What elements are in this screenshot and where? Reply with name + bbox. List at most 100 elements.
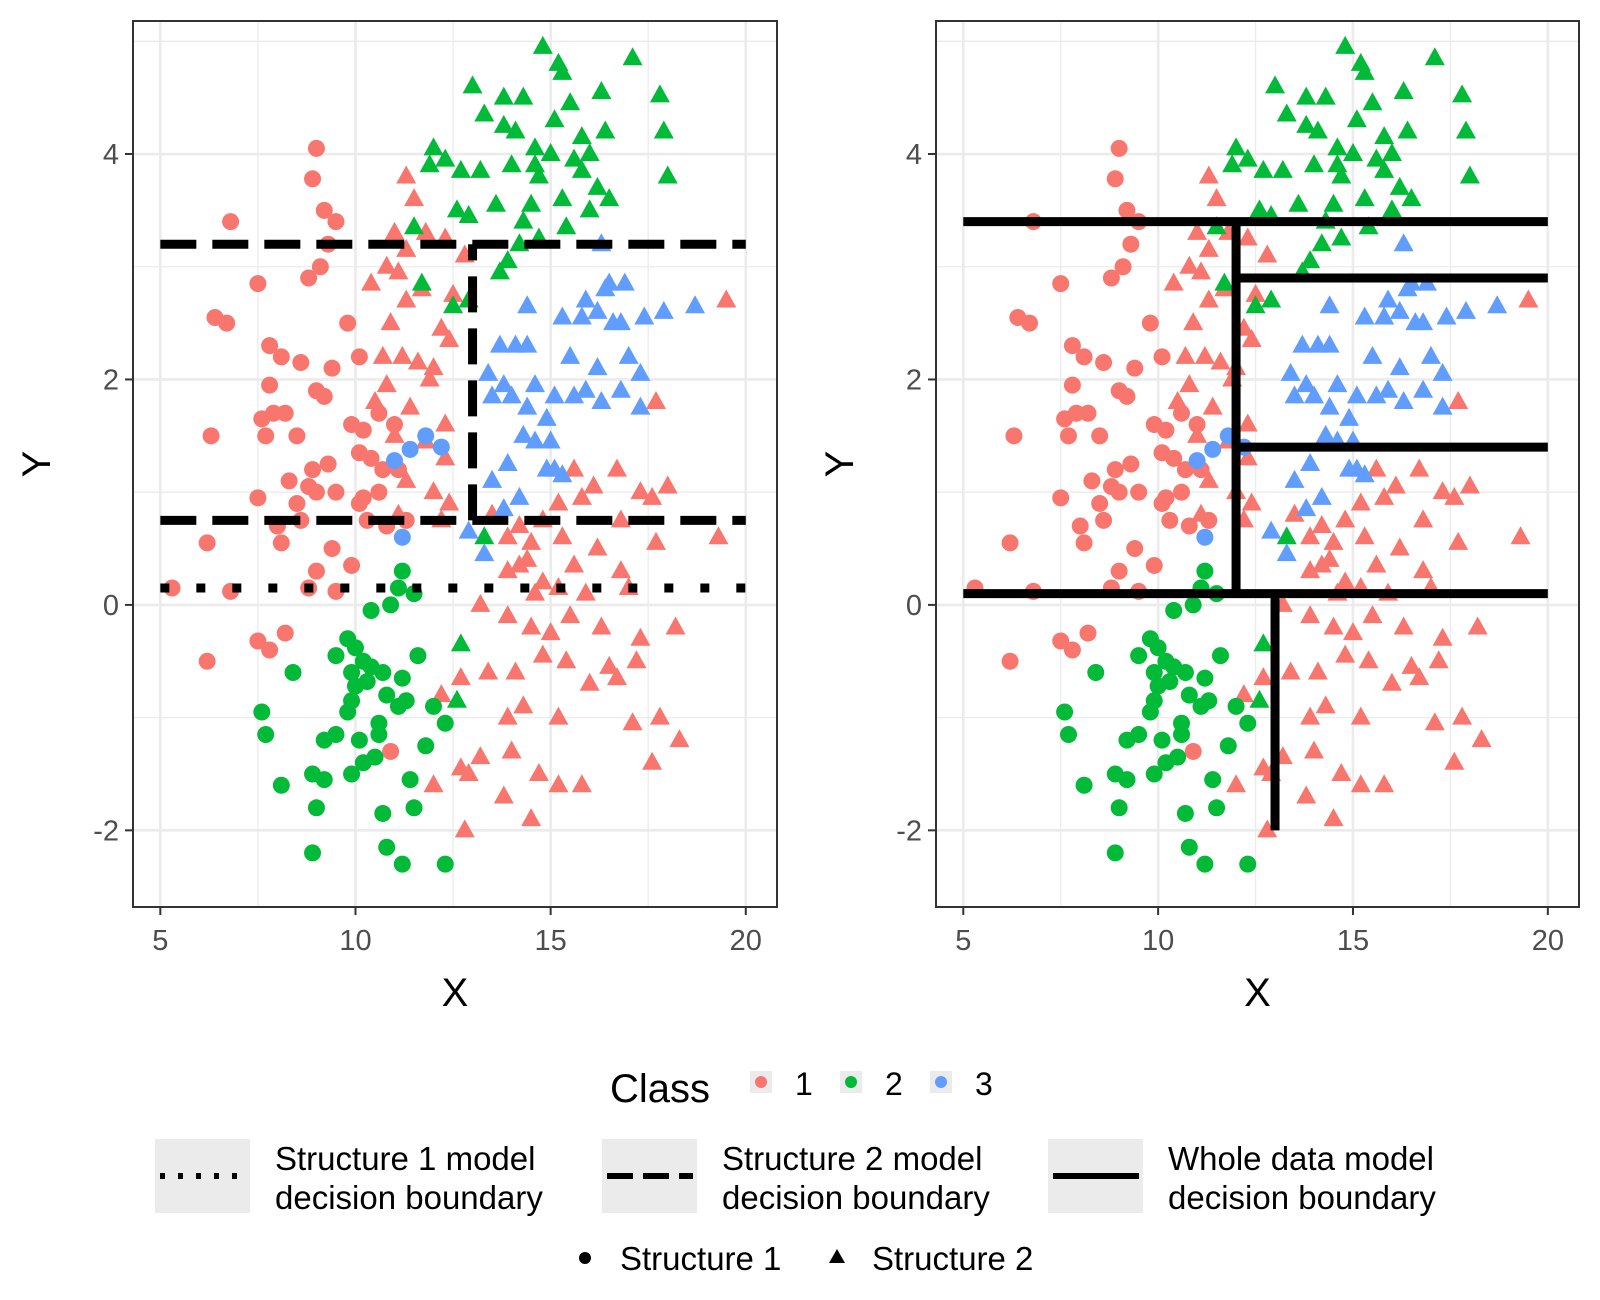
point-structure2-class3 <box>1420 345 1441 364</box>
point-structure2-class2 <box>411 272 432 291</box>
point-structure2-class1 <box>497 526 518 545</box>
point-structure2-class2 <box>1249 199 1270 218</box>
point-structure2-class1 <box>1366 458 1387 477</box>
point-structure2-class2 <box>1459 165 1480 184</box>
point-structure2-class3 <box>1339 407 1360 426</box>
point-structure1-class3 <box>1188 452 1206 470</box>
point-structure2-class1 <box>380 312 401 331</box>
point-structure2-class2 <box>404 216 425 235</box>
point-structure2-class3 <box>1393 391 1414 410</box>
point-structure2-class2 <box>513 86 534 105</box>
x-tick-label: 15 <box>534 925 566 957</box>
point-structure2-class3 <box>1487 295 1508 314</box>
structure-2-shape-label: Structure 2 <box>872 1240 1033 1277</box>
point-structure2-class1 <box>1362 605 1383 624</box>
point-structure2-class1 <box>646 531 667 550</box>
point-structure2-class2 <box>552 61 573 80</box>
x-tick-label: 5 <box>955 925 971 957</box>
point-structure1-class1 <box>280 472 298 490</box>
point-structure2-class3 <box>1413 312 1434 331</box>
point-structure1-class1 <box>1122 235 1140 253</box>
y-tick-label: -2 <box>93 815 119 847</box>
point-structure2-class3 <box>610 379 631 398</box>
point-structure2-class3 <box>1436 306 1457 325</box>
point-structure1-class1 <box>1122 455 1140 473</box>
point-structure2-class3 <box>493 498 514 517</box>
point-structure2-class3 <box>1261 520 1282 539</box>
point-structure1-class1 <box>1106 461 1124 479</box>
point-structure1-class2 <box>409 647 427 665</box>
point-structure2-class2 <box>1346 109 1367 128</box>
x-axis-label: X <box>1244 971 1271 1015</box>
point-structure1-class1 <box>319 455 337 473</box>
point-structure2-class2 <box>493 114 514 133</box>
point-structure2-class3 <box>1378 379 1399 398</box>
point-structure2-class1 <box>1280 661 1301 680</box>
class-legend: Class 1 2 3 <box>610 1066 993 1111</box>
point-structure2-class1 <box>1311 514 1332 533</box>
point-structure2-class1 <box>532 571 553 590</box>
point-structure1-class2 <box>374 804 392 822</box>
class-legend-title: Class <box>610 1067 710 1111</box>
point-structure2-class1 <box>1354 526 1375 545</box>
point-structure1-class2 <box>1149 677 1167 695</box>
shape-legend: Structure 1 Structure 2 <box>579 1240 1033 1277</box>
structure-1-boundary-label-line2: decision boundary <box>275 1179 543 1216</box>
point-structure2-class1 <box>501 740 522 759</box>
point-structure2-class2 <box>1296 114 1317 133</box>
point-structure2-class3 <box>1354 464 1375 483</box>
point-structure2-class2 <box>1276 526 1297 545</box>
point-structure2-class1 <box>521 616 542 635</box>
point-structure2-class2 <box>1245 295 1266 314</box>
point-structure1-class1 <box>1145 556 1163 574</box>
point-structure1-class1 <box>222 213 240 231</box>
point-structure2-class2 <box>1214 272 1235 291</box>
structure-2-boundary-label-line1: Structure 2 model <box>722 1140 982 1177</box>
point-structure2-class3 <box>1346 385 1367 404</box>
point-structure2-class3 <box>1366 385 1387 404</box>
point-structure2-class3 <box>1362 345 1383 364</box>
point-structure2-class1 <box>1194 345 1215 364</box>
class-2-key <box>845 1076 857 1088</box>
point-structure2-class2 <box>462 75 483 94</box>
point-structure1-class3 <box>417 427 435 445</box>
structure-2-boundary-label-line2: decision boundary <box>722 1179 990 1216</box>
point-structure1-class1 <box>1110 139 1128 157</box>
point-structure2-class1 <box>1374 774 1395 793</box>
point-structure2-class3 <box>1276 543 1297 562</box>
point-structure2-class2 <box>591 81 612 100</box>
point-structure2-class1 <box>606 667 627 686</box>
point-structure2-class1 <box>388 261 409 280</box>
point-structure2-class2 <box>1335 35 1356 54</box>
point-structure1-class2 <box>1106 844 1124 862</box>
point-structure1-class2 <box>1149 639 1167 657</box>
point-structure1-class2 <box>1227 697 1245 715</box>
point-structure1-class1 <box>1001 652 1019 670</box>
point-structure1-class2 <box>1118 771 1136 789</box>
point-structure2-class2 <box>435 148 456 167</box>
point-structure1-class2 <box>1211 647 1229 665</box>
point-structure2-class3 <box>1378 289 1399 308</box>
point-structure1-class1 <box>307 562 325 580</box>
point-structure2-class1 <box>1210 351 1231 370</box>
point-structure2-class3 <box>1315 424 1336 443</box>
point-structure2-class1 <box>716 289 737 308</box>
point-structure2-class2 <box>544 109 565 128</box>
point-structure2-class2 <box>1381 199 1402 218</box>
point-structure2-class1 <box>1300 526 1321 545</box>
point-structure1-class1 <box>350 494 368 512</box>
point-structure2-class3 <box>634 306 655 325</box>
y-tick-label: 2 <box>103 364 119 396</box>
point-structure2-class3 <box>544 385 565 404</box>
point-structure1-class2 <box>346 639 364 657</box>
point-structure1-class2 <box>307 799 325 817</box>
point-structure2-class2 <box>1331 165 1352 184</box>
x-tick-label: 15 <box>1337 925 1369 957</box>
point-structure2-class1 <box>1198 289 1219 308</box>
y-tick-label: -2 <box>896 815 922 847</box>
point-structure2-class1 <box>1187 424 1208 443</box>
point-structure2-class1 <box>458 762 479 781</box>
point-structure1-class2 <box>1141 703 1159 721</box>
point-structure2-class2 <box>1226 137 1247 156</box>
point-structure2-class1 <box>1190 261 1211 280</box>
